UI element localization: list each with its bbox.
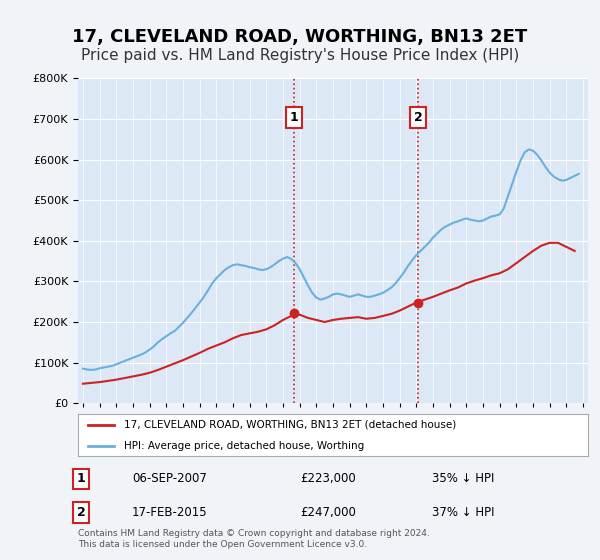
Text: 17, CLEVELAND ROAD, WORTHING, BN13 2ET (detached house): 17, CLEVELAND ROAD, WORTHING, BN13 2ET (… [124, 420, 456, 430]
Text: £223,000: £223,000 [300, 472, 356, 486]
Text: Contains HM Land Registry data © Crown copyright and database right 2024.
This d: Contains HM Land Registry data © Crown c… [78, 529, 430, 549]
Text: 17-FEB-2015: 17-FEB-2015 [132, 506, 208, 519]
Text: 37% ↓ HPI: 37% ↓ HPI [432, 506, 494, 519]
Text: £247,000: £247,000 [300, 506, 356, 519]
Text: 2: 2 [77, 506, 85, 519]
Text: Price paid vs. HM Land Registry's House Price Index (HPI): Price paid vs. HM Land Registry's House … [81, 48, 519, 63]
Text: 35% ↓ HPI: 35% ↓ HPI [432, 472, 494, 486]
Text: 06-SEP-2007: 06-SEP-2007 [132, 472, 207, 486]
Text: HPI: Average price, detached house, Worthing: HPI: Average price, detached house, Wort… [124, 441, 364, 451]
Text: 2: 2 [414, 111, 423, 124]
Text: 1: 1 [290, 111, 299, 124]
Text: 1: 1 [77, 472, 85, 486]
Text: 17, CLEVELAND ROAD, WORTHING, BN13 2ET: 17, CLEVELAND ROAD, WORTHING, BN13 2ET [73, 28, 527, 46]
